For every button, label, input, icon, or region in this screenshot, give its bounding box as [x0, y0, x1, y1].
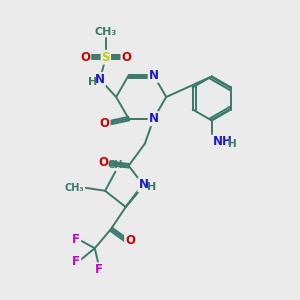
Text: N: N	[95, 73, 105, 86]
Text: F: F	[95, 263, 103, 276]
Text: O: O	[125, 234, 135, 248]
Text: NH: NH	[213, 135, 233, 148]
Text: O: O	[99, 156, 109, 169]
Text: H: H	[88, 77, 97, 87]
Text: N: N	[149, 112, 159, 125]
Text: H: H	[228, 139, 237, 149]
Text: F: F	[72, 233, 80, 246]
Text: O: O	[100, 117, 110, 130]
Text: CH₃: CH₃	[65, 183, 85, 193]
Text: CH₃: CH₃	[95, 27, 117, 37]
Text: N: N	[138, 178, 148, 191]
Text: O: O	[122, 51, 131, 64]
Text: S: S	[102, 51, 110, 64]
Text: H: H	[147, 182, 156, 192]
Text: O: O	[80, 51, 90, 64]
Text: CH₃: CH₃	[107, 160, 127, 170]
Text: F: F	[72, 255, 80, 268]
Text: N: N	[149, 69, 159, 82]
